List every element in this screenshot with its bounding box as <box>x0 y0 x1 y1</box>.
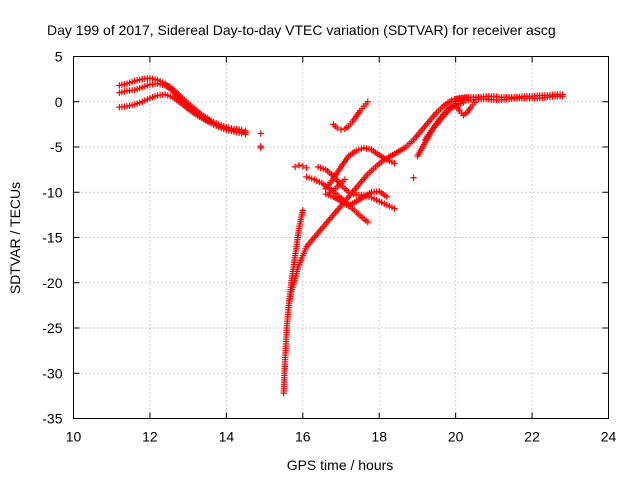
data-point <box>337 126 345 134</box>
data-point <box>341 176 349 183</box>
grid <box>73 56 609 419</box>
data-point <box>460 99 467 106</box>
series-mid-frag-2 <box>326 176 349 196</box>
y-axis-title: SDTVAR / TECUs <box>7 182 23 294</box>
y-tick-labels: 5 0 -5 -10 -15 -20 -25 -30 -35 <box>42 49 62 427</box>
x-tick-label: 22 <box>524 429 540 445</box>
data-point <box>364 98 371 105</box>
data-point <box>257 144 264 152</box>
y-tick-label: -15 <box>42 230 62 246</box>
series-spike <box>280 207 306 397</box>
data-point <box>303 164 310 172</box>
data-point <box>299 162 306 170</box>
x-tick-label: 20 <box>448 429 464 445</box>
data-points <box>116 75 566 397</box>
x-tick-label: 12 <box>142 429 158 445</box>
data-point <box>291 163 299 171</box>
series-track-c <box>116 91 249 138</box>
data-point <box>410 174 417 181</box>
x-tick-label: 10 <box>66 429 82 445</box>
data-point <box>299 207 306 214</box>
y-tick-label: 5 <box>55 49 63 65</box>
y-tick-label: 0 <box>55 94 63 110</box>
x-axis-title: GPS time / hours <box>287 457 394 473</box>
data-point <box>295 161 303 169</box>
x-tick-label: 14 <box>219 429 235 445</box>
series-hook <box>330 98 371 134</box>
series-mid-frag <box>291 161 310 172</box>
y-tick-label: -5 <box>50 139 63 155</box>
ticks <box>73 56 609 419</box>
data-point <box>471 99 478 106</box>
x-tick-labels: 10 12 14 16 18 20 22 24 <box>66 429 617 445</box>
series-dip <box>452 99 478 119</box>
data-point <box>391 205 398 212</box>
y-tick-label: -35 <box>42 411 62 427</box>
series-cross-3 <box>322 188 391 210</box>
data-point <box>238 130 245 137</box>
data-point <box>559 93 566 100</box>
chart-title: Day 199 of 2017, Sidereal Day-to-day VTE… <box>47 22 556 38</box>
x-tick-label: 16 <box>295 429 311 445</box>
data-point <box>333 124 341 132</box>
data-point <box>383 193 391 200</box>
series-rise <box>286 94 471 305</box>
series-isolated <box>257 130 417 181</box>
y-tick-label: -30 <box>42 365 62 381</box>
data-point <box>364 218 371 226</box>
y-tick-label: -10 <box>42 184 62 200</box>
y-tick-label: -25 <box>42 320 62 336</box>
data-point <box>391 160 398 167</box>
y-tick-label: -20 <box>42 275 62 291</box>
x-tick-label: 24 <box>601 429 617 445</box>
data-point <box>257 130 264 137</box>
data-point <box>242 131 249 138</box>
x-tick-label: 18 <box>371 429 387 445</box>
series-arc <box>322 144 398 192</box>
data-point <box>326 189 333 196</box>
